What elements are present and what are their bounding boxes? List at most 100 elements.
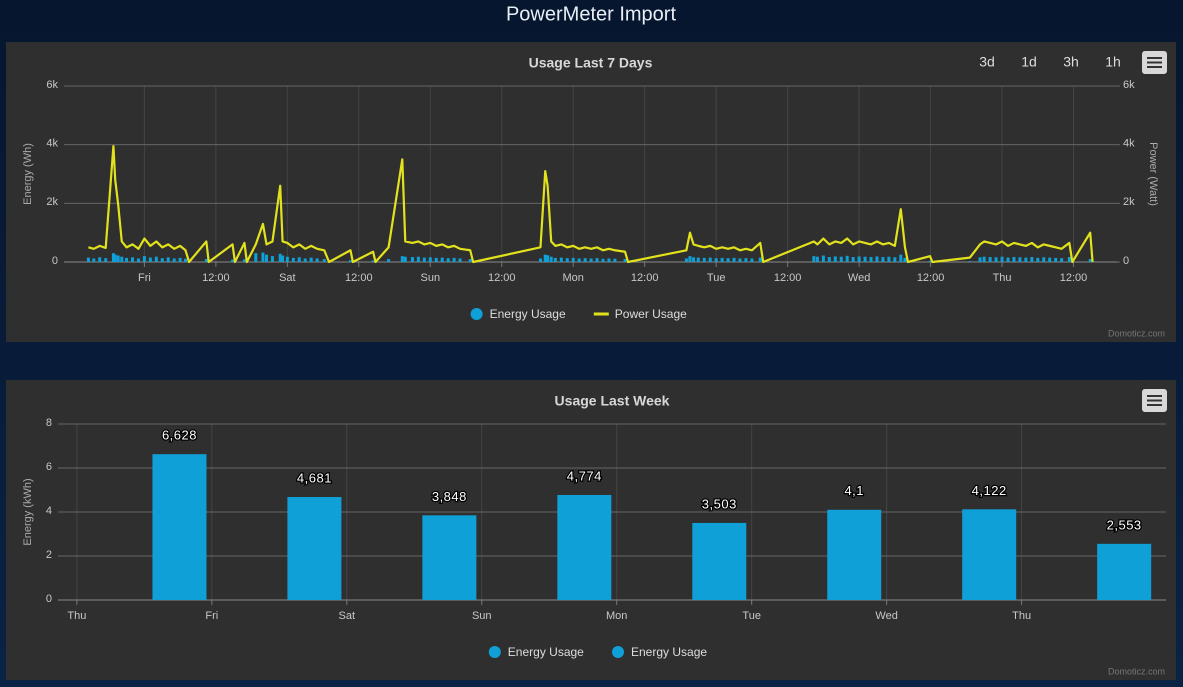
energy-bar: [863, 256, 867, 262]
energy-bar: [1054, 257, 1058, 262]
energy-bar: [726, 258, 730, 262]
energy-bar: [1018, 257, 1022, 262]
energy-bar: [371, 260, 375, 262]
energy-bar: [120, 256, 124, 262]
energy-bar: [559, 257, 563, 262]
energy-bar: [978, 257, 982, 262]
legend-symbol: [470, 308, 483, 320]
energy-bar: [1006, 257, 1010, 262]
energy-bar: [285, 256, 289, 262]
energy-bar: [86, 257, 90, 262]
energy-bar: [708, 257, 712, 262]
energy-bar: [291, 257, 295, 262]
energy-bar: [416, 256, 420, 262]
energy-bar: [720, 257, 724, 262]
energy-bar: [111, 253, 115, 262]
legend-label[interactable]: Energy Usage: [490, 307, 566, 321]
energy-bar: [468, 259, 472, 262]
menu-button[interactable]: [1142, 51, 1167, 74]
y-tick-label: 6: [46, 461, 52, 473]
zoom-button[interactable]: 3h: [1063, 54, 1079, 70]
energy-bar: [242, 259, 246, 262]
legend-symbol: [612, 646, 624, 658]
energy-bar: [553, 257, 557, 262]
energy-bar: [434, 257, 438, 262]
energy-bar: [322, 259, 326, 262]
energy-bar: [309, 257, 313, 262]
energy-bar: [116, 255, 120, 262]
bar: [557, 494, 612, 600]
energy-bar: [571, 257, 575, 262]
energy-bar: [595, 258, 599, 262]
energy-bar: [684, 258, 688, 262]
energy-bar: [184, 258, 187, 262]
credits[interactable]: Domoticz.com: [1108, 328, 1165, 338]
energy-bar: [130, 257, 134, 262]
y2-tick-label: 6k: [1123, 79, 1135, 91]
energy-bar: [887, 256, 891, 262]
energy-bar: [1048, 257, 1052, 262]
energy-bar: [696, 257, 700, 262]
energy-bar: [607, 258, 611, 262]
page-title: PowerMeter Import: [506, 3, 676, 25]
energy-bar: [583, 258, 587, 262]
energy-bar: [589, 258, 593, 262]
bar: [422, 515, 477, 600]
energy-bar: [104, 258, 108, 262]
x-tick-label: Sat: [339, 610, 356, 622]
energy-bar: [254, 253, 258, 262]
legend-label[interactable]: Energy Usage: [631, 645, 707, 659]
energy-bar: [422, 257, 426, 262]
energy-bar: [125, 257, 129, 262]
energy-bar: [821, 255, 825, 262]
energy-bar: [812, 256, 816, 262]
energy-bar: [410, 257, 414, 262]
x-tick-label: Wed: [875, 610, 897, 622]
x-tick-label: 12:00: [1060, 272, 1088, 284]
x-tick-label: 12:00: [488, 272, 516, 284]
energy-bar: [231, 259, 235, 262]
energy-bar: [113, 254, 117, 262]
y-tick-label: 4: [46, 505, 52, 517]
energy-bar: [403, 256, 407, 262]
energy-bar: [744, 258, 748, 262]
zoom-button[interactable]: 1d: [1021, 54, 1037, 70]
legend-label[interactable]: Power Usage: [615, 307, 687, 321]
energy-bar: [400, 256, 404, 262]
energy-bar: [166, 257, 170, 262]
x-tick-label: Sun: [420, 272, 440, 284]
energy-bar: [172, 258, 176, 262]
x-tick-label: Thu: [67, 610, 86, 622]
energy-bar: [827, 257, 831, 262]
zoom-button[interactable]: 3d: [979, 54, 995, 70]
energy-bar: [303, 258, 307, 262]
energy-bar: [458, 258, 462, 262]
legend-label[interactable]: Energy Usage: [508, 645, 584, 659]
x-tick-label: Wed: [848, 272, 870, 284]
x-tick-label: Sun: [472, 610, 492, 622]
energy-bar: [204, 259, 208, 262]
x-tick-label: 12:00: [202, 272, 230, 284]
y-tick-label: 4k: [46, 138, 58, 150]
energy-bar: [994, 257, 998, 262]
energy-bar: [613, 258, 617, 262]
bar: [287, 497, 342, 600]
energy-bar: [1067, 257, 1071, 262]
zoom-button[interactable]: 1h: [1105, 54, 1121, 70]
menu-button[interactable]: [1142, 389, 1167, 412]
energy-bar: [845, 255, 849, 262]
credits[interactable]: Domoticz.com: [1108, 666, 1165, 676]
chart-title: Usage Last 7 Days: [529, 55, 653, 71]
energy-bar: [265, 254, 268, 262]
y-axis-title: Energy (Wh): [22, 143, 34, 205]
energy-bar: [758, 257, 762, 262]
energy-bar: [315, 258, 319, 262]
energy-bar: [750, 258, 754, 262]
y2-tick-label: 0: [1123, 255, 1129, 267]
data-label: 4,774: [567, 468, 602, 483]
energy-bar: [903, 257, 907, 262]
bar: [1097, 543, 1152, 600]
energy-bar: [348, 260, 352, 262]
y-tick-label: 2: [46, 549, 52, 561]
energy-bar: [136, 258, 140, 262]
